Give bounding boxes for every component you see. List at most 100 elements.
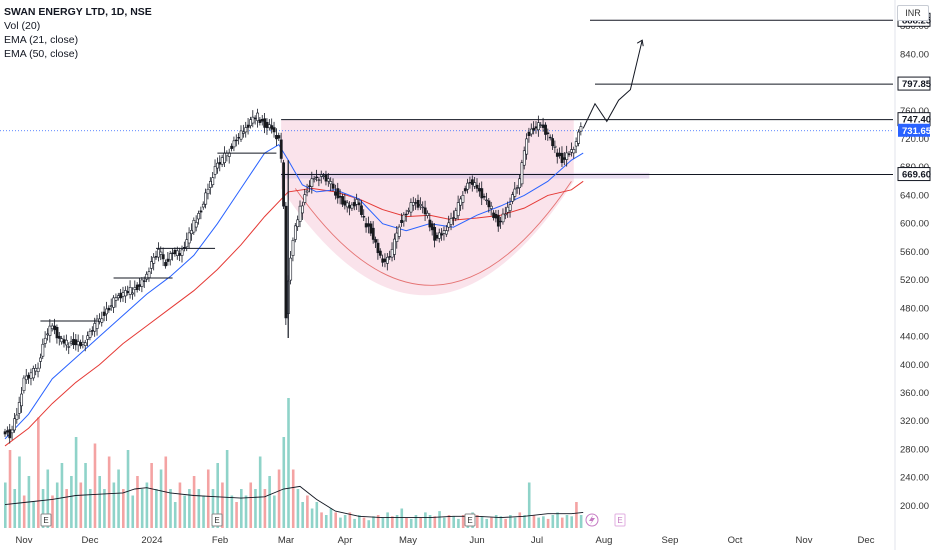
candle-down	[558, 152, 562, 157]
volume-bar	[532, 515, 536, 528]
x-tick-label: 2024	[141, 535, 162, 546]
candle-down	[381, 258, 385, 263]
candle-down	[258, 119, 262, 123]
candle-up	[426, 212, 429, 216]
volume-bar	[37, 417, 40, 528]
candle-down	[360, 205, 363, 215]
chart-legend: SWAN ENERGY LTD, 1D, NSE Vol (20) EMA (2…	[4, 5, 152, 61]
candle-up	[15, 414, 19, 420]
candle-up	[180, 249, 184, 256]
candle-down	[246, 124, 250, 128]
volume-bar	[235, 502, 238, 528]
candle-down	[404, 213, 408, 216]
volume-bar	[438, 511, 441, 528]
candle-down	[107, 307, 111, 311]
volume-bar	[329, 508, 333, 528]
candle-up	[190, 230, 193, 235]
currency-badge[interactable]: INR	[897, 5, 929, 21]
candle-up	[407, 210, 411, 212]
candle-down	[308, 185, 311, 187]
y-tick-label: 760.00	[900, 106, 929, 117]
volume-bar	[197, 489, 201, 528]
candle-down	[480, 188, 484, 199]
candle-down	[343, 200, 347, 206]
candle-down	[338, 195, 342, 198]
x-tick-label: Jun	[469, 535, 484, 546]
volume-bar	[70, 476, 73, 528]
volume-bar	[461, 515, 465, 528]
volume-ma-line	[4, 485, 584, 519]
earnings-marker-label: E	[43, 516, 48, 525]
candle-up	[232, 140, 236, 148]
candle-up	[447, 222, 451, 228]
candle-up	[93, 323, 97, 332]
candle-down	[260, 118, 264, 122]
candle-down	[492, 212, 496, 218]
candle-up	[43, 337, 47, 344]
volume-bar	[192, 476, 196, 528]
earnings-marker	[211, 513, 223, 527]
ema50-indicator-label[interactable]: EMA (50, close)	[4, 48, 79, 60]
volume-bar	[240, 489, 243, 528]
candle-up	[411, 202, 415, 206]
candle-up	[20, 393, 24, 407]
volume-bar	[457, 518, 460, 528]
candle-up	[206, 188, 210, 195]
volume-bar	[22, 495, 26, 528]
candle-down	[135, 284, 139, 291]
candle-down	[563, 157, 566, 160]
candle-up	[34, 368, 38, 372]
candle-up	[24, 375, 28, 381]
candle-up	[220, 157, 224, 165]
volume-bar	[263, 489, 267, 528]
candle-down	[331, 183, 335, 189]
symbol-title[interactable]: SWAN ENERGY LTD, 1D, NSE	[4, 6, 152, 18]
volume-bar	[556, 512, 559, 528]
volume-indicator-label[interactable]: Vol (20)	[4, 20, 41, 32]
candle-down	[173, 249, 177, 255]
candle-up	[511, 194, 514, 202]
lightning-icon	[589, 515, 595, 525]
candle-up	[437, 232, 441, 239]
last-price-tag	[898, 123, 930, 137]
candle-down	[463, 188, 467, 192]
earnings-marker	[40, 513, 52, 527]
volume-bar	[88, 489, 92, 528]
volume-bar	[409, 518, 413, 528]
y-tick-label: 480.00	[900, 303, 929, 314]
earnings-marker-label: E	[467, 516, 472, 525]
candle-down	[364, 223, 368, 228]
volume-bar	[400, 508, 404, 528]
earnings-marker	[614, 513, 626, 527]
candle-up	[579, 126, 583, 132]
candle-up	[157, 249, 160, 258]
candle-down	[91, 330, 94, 332]
candle-down	[416, 199, 420, 208]
ema21-indicator-label[interactable]: EMA (21, close)	[4, 34, 79, 46]
candle-up	[298, 205, 302, 222]
candle-up	[124, 290, 127, 297]
volume-bar	[381, 517, 385, 528]
candle-up	[301, 205, 304, 214]
candle-up	[223, 152, 226, 164]
volume-bar	[169, 489, 172, 528]
candle-up	[508, 204, 512, 211]
candle-up	[81, 341, 85, 345]
candle-down	[482, 195, 486, 198]
y-tick-label: 600.00	[900, 219, 929, 230]
candle-up	[159, 251, 163, 255]
candle-down	[555, 152, 559, 157]
candle-up	[504, 213, 507, 216]
volume-bar	[211, 489, 215, 528]
candle-down	[27, 374, 31, 379]
candle-up	[390, 249, 394, 258]
candle-up	[50, 325, 54, 329]
volume-bar	[258, 456, 262, 528]
candle-up	[329, 181, 333, 185]
volume-bar	[476, 515, 479, 528]
volume-bar	[183, 495, 186, 528]
volume-bar	[494, 515, 498, 528]
candle-down	[282, 162, 285, 207]
